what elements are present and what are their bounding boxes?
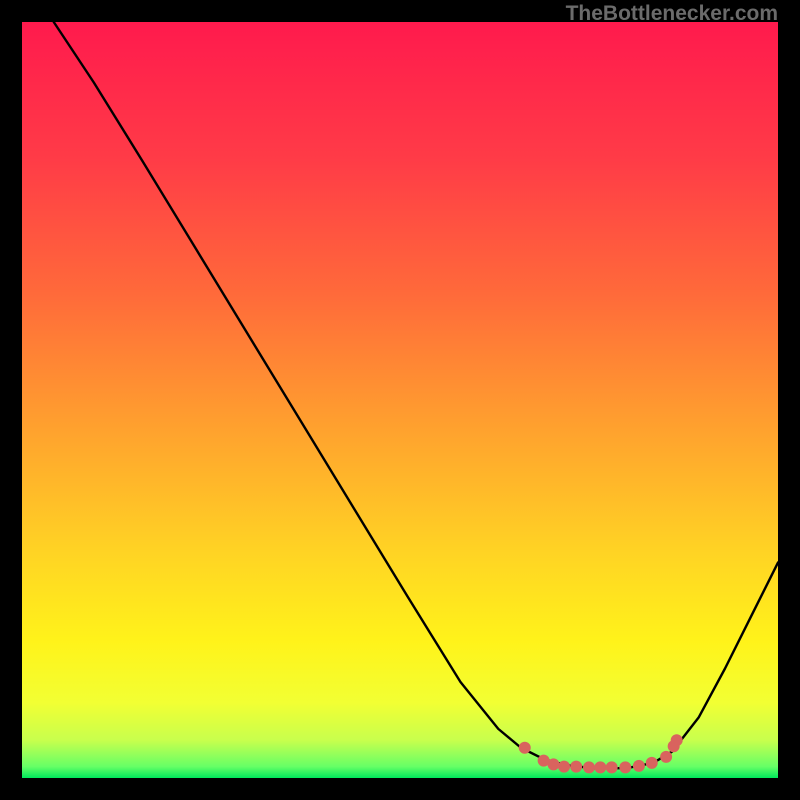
optimal-marker — [671, 734, 683, 746]
optimal-marker — [646, 757, 658, 769]
watermark-text: TheBottlenecker.com — [566, 2, 778, 26]
optimal-marker — [519, 742, 531, 754]
optimal-marker — [660, 751, 672, 763]
bottleneck-curve-chart — [0, 0, 800, 800]
optimal-marker — [583, 761, 595, 773]
frame-left — [0, 0, 22, 800]
optimal-marker — [594, 761, 606, 773]
gradient-background — [22, 22, 778, 778]
frame-right — [778, 0, 800, 800]
optimal-marker — [547, 758, 559, 770]
optimal-marker — [558, 761, 570, 773]
optimal-marker — [570, 761, 582, 773]
optimal-marker — [619, 761, 631, 773]
optimal-marker — [606, 761, 618, 773]
frame-bottom — [0, 778, 800, 800]
optimal-marker — [633, 760, 645, 772]
